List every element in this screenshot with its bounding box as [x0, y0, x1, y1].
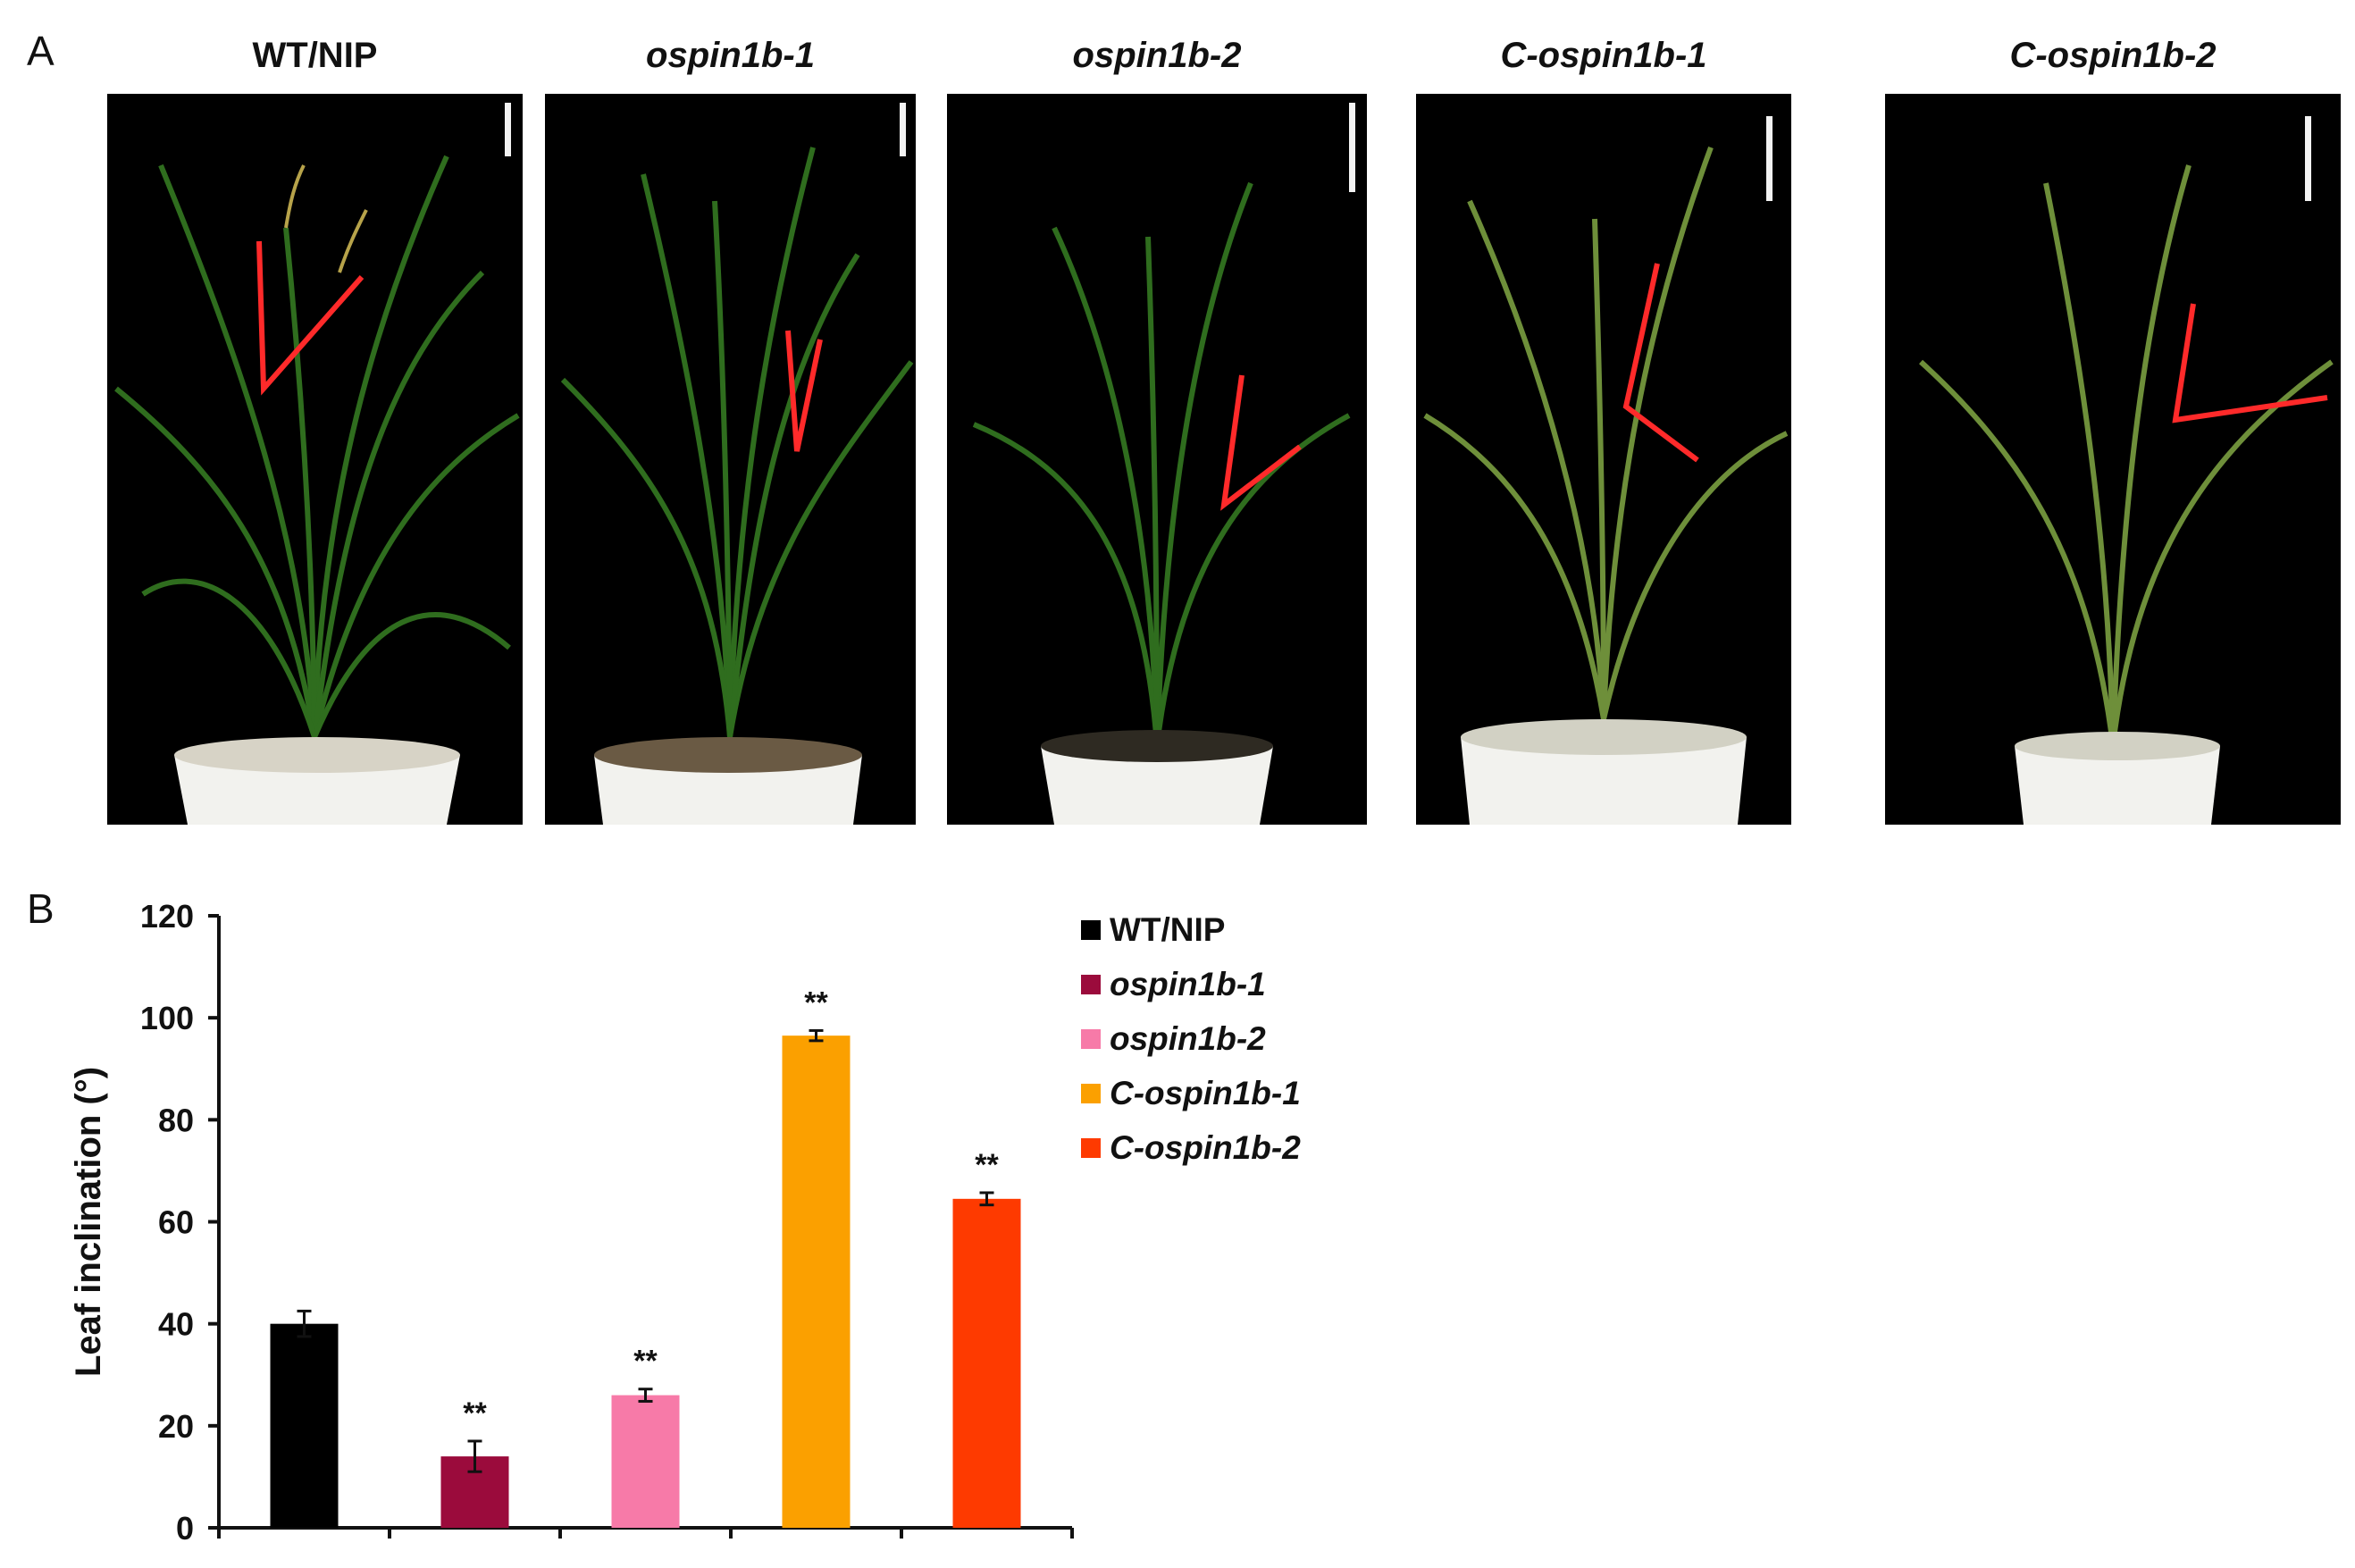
- y-tick-label: 120: [140, 898, 194, 935]
- scale-bar: [1349, 103, 1355, 192]
- scale-bar: [2305, 116, 2311, 201]
- legend-swatch-wt: [1081, 919, 1101, 940]
- legend-label-c-ospin1b-1: C-ospin1b-1: [1110, 1074, 1301, 1111]
- scale-bar: [900, 103, 906, 156]
- y-tick-label: 20: [158, 1408, 194, 1445]
- y-tick-label: 40: [158, 1306, 194, 1343]
- legend-item-ospin1b-1: ospin1b-1: [1081, 957, 1301, 1011]
- y-tick-label: 80: [158, 1102, 194, 1138]
- legend-swatch-c-ospin1b-1: [1081, 1083, 1101, 1103]
- plant-photo-c-ospin1b-2: [1885, 94, 2341, 825]
- legend-label-ospin1b-1: ospin1b-1: [1110, 965, 1266, 1002]
- legend-item-ospin1b-2: ospin1b-2: [1081, 1011, 1301, 1066]
- plant-photo-ospin1b-2: [947, 94, 1367, 825]
- legend-item-wt: WT/NIP: [1081, 902, 1301, 957]
- panel-a-label: A: [27, 28, 54, 74]
- legend-swatch-ospin1b-1: [1081, 974, 1101, 994]
- photo-title-wt: WT/NIP: [252, 36, 378, 75]
- leaf-inclination-chart: 0 20 40 60 80 100 120 Leaf inclination (°) ** ** *…: [0, 858, 1429, 1568]
- scale-bar: [1766, 116, 1773, 201]
- scale-bar: [505, 103, 511, 156]
- significance-label: **: [463, 1396, 487, 1430]
- photo-title-c-ospin1b-1: C-ospin1b-1: [1500, 36, 1707, 75]
- plant-photo-c-ospin1b-1: [1416, 94, 1791, 825]
- bar-4: [782, 1036, 851, 1528]
- legend-swatch-c-ospin1b-2: [1081, 1137, 1101, 1158]
- y-tick-label: 100: [140, 1000, 194, 1036]
- chart-legend: WT/NIP ospin1b-1 ospin1b-2 C-ospin1b-1 C…: [1081, 902, 1301, 1175]
- y-tick-label: 0: [176, 1510, 194, 1547]
- significance-label: **: [633, 1345, 658, 1379]
- bar-5: [952, 1198, 1021, 1528]
- y-axis-label: Leaf inclination (°): [69, 1067, 108, 1377]
- photo-title-ospin1b-2: ospin1b-2: [1072, 36, 1242, 75]
- legend-swatch-ospin1b-2: [1081, 1028, 1101, 1049]
- y-tick-label: 60: [158, 1204, 194, 1241]
- bar-1: [270, 1323, 339, 1528]
- legend-label-c-ospin1b-2: C-ospin1b-2: [1110, 1128, 1301, 1166]
- legend-label-ospin1b-2: ospin1b-2: [1110, 1019, 1266, 1057]
- legend-label-wt: WT/NIP: [1110, 910, 1226, 948]
- legend-item-c-ospin1b-2: C-ospin1b-2: [1081, 1120, 1301, 1175]
- plant-photo-wt: [107, 94, 523, 825]
- significance-label: **: [975, 1148, 999, 1182]
- bar-3: [611, 1395, 680, 1528]
- significance-label: **: [804, 985, 828, 1019]
- panel-b-label: B: [27, 885, 54, 932]
- plant-photo-ospin1b-1: [545, 94, 916, 825]
- photo-title-c-ospin1b-2: C-ospin1b-2: [2009, 36, 2217, 75]
- legend-item-c-ospin1b-1: C-ospin1b-1: [1081, 1066, 1301, 1120]
- leaf-inclination-chart-svg: 0 20 40 60 80 100 120 Leaf inclination (°) ** ** *…: [69, 898, 1074, 1547]
- photo-title-ospin1b-1: ospin1b-1: [646, 36, 815, 75]
